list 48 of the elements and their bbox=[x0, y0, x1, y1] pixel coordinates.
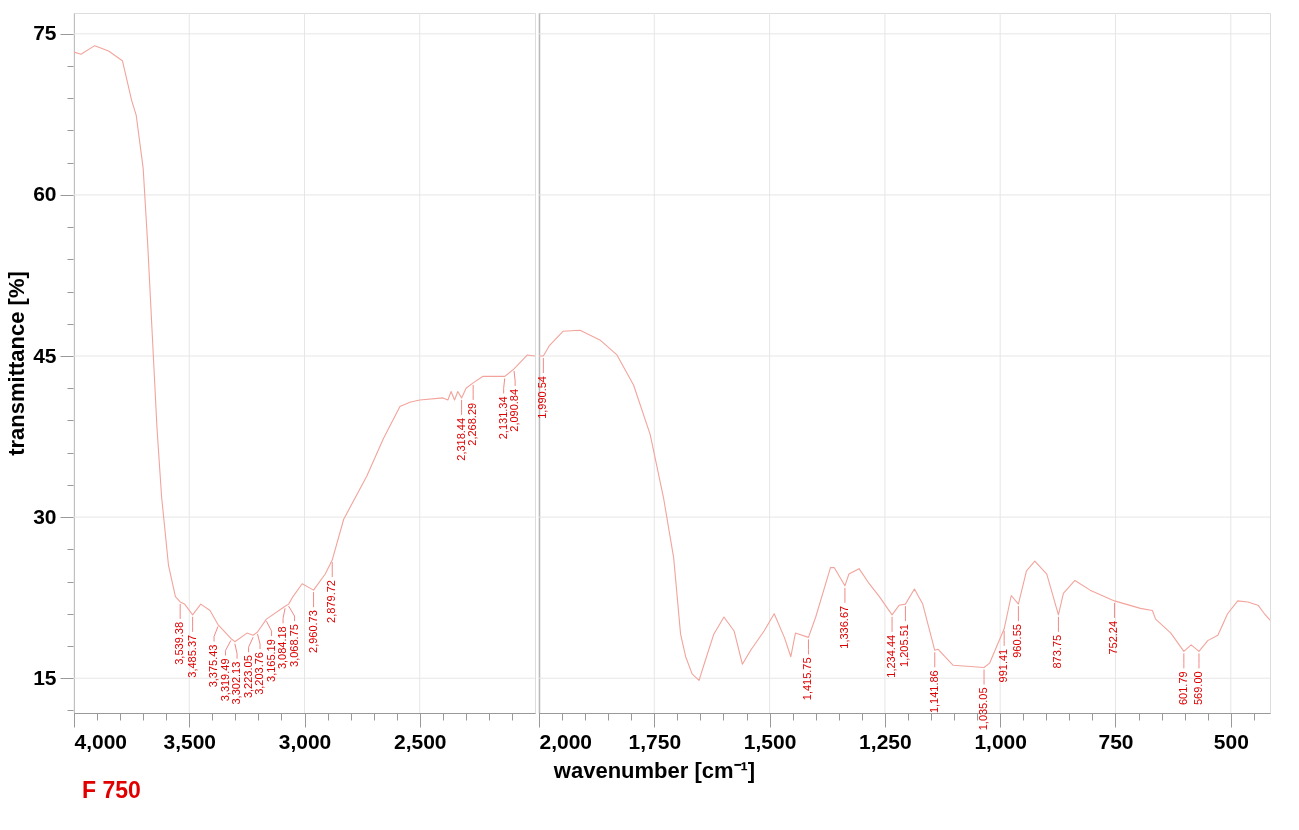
annotation: 1,415.75 bbox=[801, 657, 814, 701]
x-axis-title: wavenumber [cm⁻¹] bbox=[552, 757, 756, 783]
annotation: 960.55 bbox=[1011, 624, 1024, 658]
annotation: 991.41 bbox=[997, 648, 1010, 683]
annotation: 3,539.38 bbox=[173, 621, 186, 665]
annotation: 3,203.76 bbox=[253, 652, 266, 695]
annotation: 3,302.13 bbox=[230, 661, 243, 705]
x-tick-label: 1,750 bbox=[628, 729, 682, 753]
x-tick-label: 2,000 bbox=[539, 729, 593, 753]
annotation: 873.75 bbox=[1051, 634, 1064, 669]
annotation: 3,375.43 bbox=[207, 644, 220, 688]
annotation: 1,234.44 bbox=[885, 634, 898, 678]
annotation: 3,165.19 bbox=[264, 639, 277, 682]
annotation: 2,090.84 bbox=[508, 388, 521, 432]
x-tick-label: 4,000 bbox=[74, 729, 128, 753]
text: F 750 bbox=[82, 777, 141, 803]
x-tick-label: 1,500 bbox=[743, 729, 797, 753]
annotation: 3,485.37 bbox=[185, 634, 198, 678]
x-tick-label: 1,000 bbox=[974, 729, 1027, 753]
annotation: 569.00 bbox=[1191, 671, 1204, 706]
annotation: 3,068.75 bbox=[287, 624, 300, 667]
annotation: 3,223.05 bbox=[241, 655, 254, 699]
y-tick-label: 45 bbox=[33, 343, 57, 367]
annotation: 1,035.05 bbox=[977, 687, 990, 731]
annotation: 752.24 bbox=[1107, 620, 1120, 655]
y-tick-label: 75 bbox=[33, 21, 57, 45]
annotation: 2,318.44 bbox=[454, 417, 467, 461]
x-tick-label: 2,500 bbox=[393, 729, 447, 753]
annotation: 2,960.73 bbox=[306, 610, 319, 653]
y-tick-label: 30 bbox=[33, 504, 57, 528]
x-tick-label: 750 bbox=[1098, 729, 1134, 753]
annotation: 1,141.86 bbox=[927, 670, 940, 714]
y-axis-title: transmittance [%] bbox=[4, 271, 30, 456]
x-tick-label: 3,500 bbox=[163, 729, 217, 753]
annotation: 3,084.18 bbox=[276, 626, 289, 670]
annotation: 3,319.49 bbox=[218, 658, 231, 702]
annotation: 2,268.29 bbox=[466, 402, 479, 446]
y-tick-label: 60 bbox=[33, 182, 57, 206]
x-tick-label: 3,000 bbox=[278, 729, 332, 753]
annotation: 2,879.72 bbox=[325, 580, 338, 623]
annotation: 2,131.34 bbox=[496, 396, 509, 440]
annotation: 1,336.67 bbox=[837, 605, 850, 649]
annotation: 1,990.54 bbox=[536, 376, 549, 419]
x-tick-label: 1,250 bbox=[859, 729, 912, 753]
y-tick-label: 15 bbox=[33, 665, 57, 689]
annotation: 601.79 bbox=[1176, 671, 1189, 706]
annotation: 1,205.51 bbox=[898, 624, 911, 667]
x-tick-label: 500 bbox=[1213, 729, 1249, 753]
